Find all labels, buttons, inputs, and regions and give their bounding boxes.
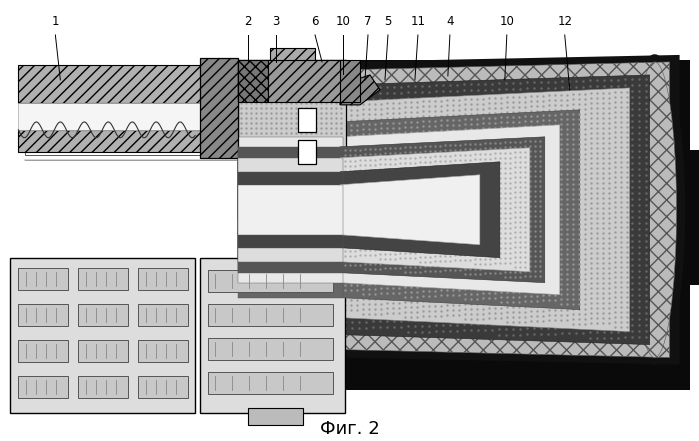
Text: 11: 11 xyxy=(410,15,426,28)
Bar xyxy=(18,130,208,152)
Bar xyxy=(340,60,699,389)
Polygon shape xyxy=(340,125,560,295)
Bar xyxy=(18,340,69,362)
Bar xyxy=(18,65,208,103)
Polygon shape xyxy=(340,55,679,365)
Bar xyxy=(18,304,69,325)
Polygon shape xyxy=(340,75,380,105)
Bar xyxy=(78,268,128,290)
Bar xyxy=(238,102,343,318)
Text: 6: 6 xyxy=(311,15,319,28)
Bar xyxy=(138,340,188,362)
Polygon shape xyxy=(690,60,698,150)
Bar xyxy=(340,60,360,102)
Polygon shape xyxy=(340,75,649,344)
Bar xyxy=(238,185,343,235)
Polygon shape xyxy=(340,137,545,283)
Bar xyxy=(238,122,343,298)
Bar xyxy=(138,304,188,325)
Polygon shape xyxy=(340,110,579,310)
Bar xyxy=(18,103,208,130)
Bar xyxy=(270,48,315,66)
Bar xyxy=(298,140,316,164)
Text: 4: 4 xyxy=(446,15,454,28)
Bar xyxy=(238,147,343,273)
Bar xyxy=(238,60,346,100)
Bar xyxy=(208,338,333,359)
Bar xyxy=(78,340,128,362)
Bar xyxy=(248,407,303,426)
Text: 7: 7 xyxy=(364,15,372,28)
Bar xyxy=(200,58,238,158)
Bar xyxy=(238,172,343,248)
Bar xyxy=(18,268,69,290)
Polygon shape xyxy=(340,162,500,258)
Polygon shape xyxy=(340,148,530,272)
Text: 1: 1 xyxy=(52,15,59,28)
Text: 5: 5 xyxy=(384,15,391,28)
Ellipse shape xyxy=(625,58,699,377)
Bar xyxy=(200,258,345,412)
Text: 10: 10 xyxy=(499,15,514,28)
Bar xyxy=(10,258,195,412)
Bar xyxy=(238,137,343,283)
Ellipse shape xyxy=(633,62,677,358)
Polygon shape xyxy=(340,62,670,358)
Bar xyxy=(238,100,346,220)
Bar xyxy=(238,85,343,335)
Bar xyxy=(208,270,333,292)
Bar xyxy=(18,376,69,397)
Bar xyxy=(238,60,268,102)
Bar xyxy=(238,158,343,262)
Bar xyxy=(208,372,333,393)
Bar xyxy=(208,304,333,325)
Ellipse shape xyxy=(625,55,684,365)
Bar xyxy=(238,60,346,100)
Bar xyxy=(238,70,343,350)
Bar xyxy=(78,304,128,325)
Bar xyxy=(138,376,188,397)
Polygon shape xyxy=(690,284,698,389)
Polygon shape xyxy=(340,88,630,332)
Polygon shape xyxy=(340,175,480,245)
Text: 2: 2 xyxy=(245,15,252,28)
Bar xyxy=(298,108,316,132)
Bar xyxy=(78,376,128,397)
Text: 12: 12 xyxy=(557,15,572,28)
Text: 10: 10 xyxy=(336,15,350,28)
Text: 3: 3 xyxy=(273,15,280,28)
Bar xyxy=(138,268,188,290)
Text: Фиг. 2: Фиг. 2 xyxy=(320,420,380,438)
Bar xyxy=(268,60,346,102)
Bar xyxy=(238,62,343,358)
